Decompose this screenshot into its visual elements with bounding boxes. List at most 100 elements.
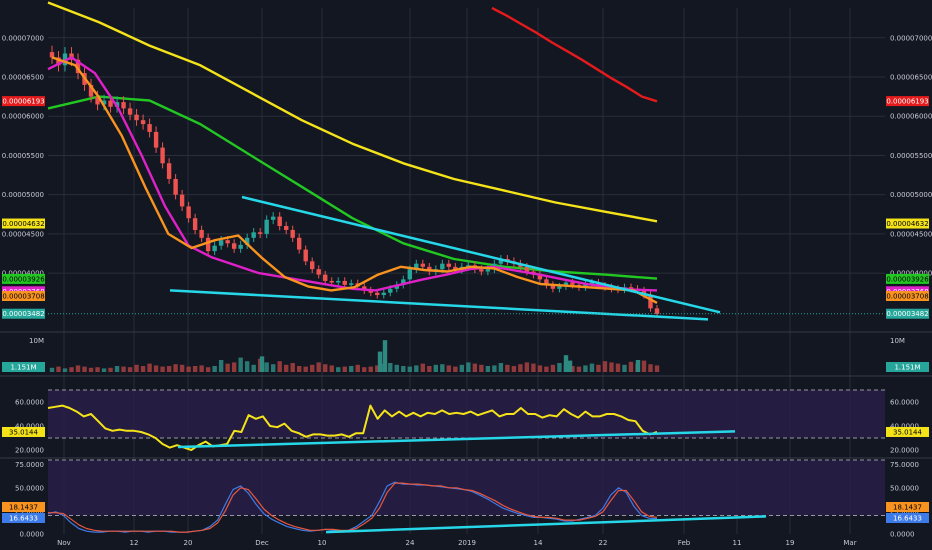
- time-axis-label: Nov: [57, 539, 71, 547]
- stochastic-axis-left-label: 75.0000: [15, 461, 44, 469]
- volume-bar: [466, 362, 471, 372]
- candle-body: [550, 284, 556, 289]
- stochastic-k-tag-right: [886, 513, 929, 523]
- volume-bar: [186, 366, 191, 372]
- volume-bar: [82, 366, 87, 372]
- volume-bar: [153, 365, 159, 372]
- candle-body: [342, 280, 347, 285]
- stochastic-band: [48, 460, 885, 516]
- volume-bar: [283, 364, 289, 372]
- rsi-tag-right: [886, 426, 929, 437]
- candle-body: [101, 100, 107, 105]
- candle-body: [479, 269, 484, 272]
- price-axis-left-label: 0.00007000: [2, 34, 44, 42]
- volume-bar: [56, 366, 61, 372]
- time-axis-label: 12: [130, 539, 139, 547]
- price-tag-right-label: 0.00004632: [886, 220, 928, 228]
- stochastic-d-tag-left-label: 18.1437: [9, 504, 38, 512]
- price-axis-right-label: 0.00005500: [890, 152, 932, 160]
- volume-spike-bar: [635, 360, 641, 372]
- volume-bar: [557, 363, 562, 372]
- candle-body: [225, 240, 230, 244]
- volume-bar: [401, 366, 406, 372]
- candle-body: [453, 266, 458, 270]
- volume-bar: [297, 366, 302, 372]
- volume-bar: [550, 364, 556, 372]
- volume-bar: [166, 366, 172, 372]
- candle-body: [140, 120, 146, 125]
- candle-body: [329, 280, 334, 283]
- volume-bar: [570, 366, 575, 372]
- volume-bar: [303, 366, 308, 372]
- moving-average-yellow: [47, 1, 658, 223]
- stochastic-axis-left-label: 50.0000: [15, 484, 44, 492]
- volume-bar: [472, 363, 478, 372]
- volume-bar: [238, 357, 243, 372]
- candle-body: [160, 147, 165, 164]
- volume-spike-bar: [563, 355, 569, 372]
- volume-bar: [244, 361, 250, 372]
- volume-bar: [583, 365, 588, 372]
- stochastic-k-tag-right-label: 16.6433: [893, 515, 922, 523]
- price-tag-right: [886, 273, 929, 284]
- candle-body: [49, 52, 55, 58]
- volume-bar: [375, 365, 380, 372]
- rsi-tag-right-label: 35.0144: [893, 428, 922, 436]
- volume-axis-right-label: 10M: [890, 337, 905, 345]
- price-tag-right: [886, 218, 929, 229]
- candle-body: [537, 274, 543, 280]
- candle-body: [186, 206, 191, 219]
- volume-spike-bar: [567, 360, 573, 372]
- candle-body: [56, 57, 61, 66]
- volume-bar: [349, 366, 354, 372]
- candle-body: [231, 243, 237, 249]
- volume-bar: [199, 365, 204, 372]
- candle-body: [420, 263, 426, 267]
- moving-average-magenta: [47, 56, 658, 292]
- price-axis-left-label: 0.00006000: [2, 113, 44, 121]
- volume-bar: [62, 368, 68, 372]
- volume-bar: [134, 364, 139, 372]
- stochastic-pane: [47, 459, 885, 534]
- candle-body: [173, 178, 178, 195]
- volume-bar: [231, 362, 237, 372]
- candle-body: [570, 282, 575, 285]
- candle-body: [297, 237, 302, 250]
- price-tag-left-label: 0.00004632: [2, 220, 44, 228]
- rsi-axis-left-label: 20.0000: [15, 447, 44, 455]
- rsi-pane: [47, 389, 885, 451]
- volume-spike-bar: [259, 356, 265, 372]
- candle-body: [238, 244, 243, 249]
- candle-body: [589, 282, 595, 285]
- candle-body: [407, 269, 412, 280]
- volume-bar: [101, 368, 107, 372]
- candle-body: [628, 287, 634, 289]
- candle-body: [75, 59, 81, 74]
- price-tag-left: [2, 308, 45, 319]
- volume-bar: [342, 366, 347, 372]
- candle-body: [95, 96, 100, 105]
- time-axis-label: 22: [599, 539, 608, 547]
- price-tag-right-label: 0.00006193: [886, 98, 928, 106]
- volume-bar: [160, 366, 165, 372]
- candle-body: [401, 279, 406, 285]
- candle-body: [388, 288, 393, 293]
- stochastic-axis-right-label: 50.0000: [890, 484, 919, 492]
- volume-bar: [388, 363, 393, 372]
- volume-bar: [108, 367, 113, 372]
- candle-body: [563, 282, 569, 287]
- volume-bar: [329, 365, 334, 372]
- volume-bar: [264, 362, 269, 372]
- price-axis-left-label: 0.00004000: [2, 270, 44, 278]
- volume-bar: [49, 367, 55, 372]
- rsi-axis-right-label: 40.0000: [890, 423, 919, 431]
- candle-body: [394, 284, 399, 289]
- price-trendlines: [48, 195, 885, 321]
- candle-body: [544, 279, 549, 285]
- volume-bar: [336, 367, 341, 372]
- candle-body: [583, 284, 588, 288]
- candle-body: [466, 265, 471, 267]
- volume-bar: [179, 364, 185, 372]
- price-tag-left: [2, 218, 45, 229]
- candle-body: [166, 163, 172, 179]
